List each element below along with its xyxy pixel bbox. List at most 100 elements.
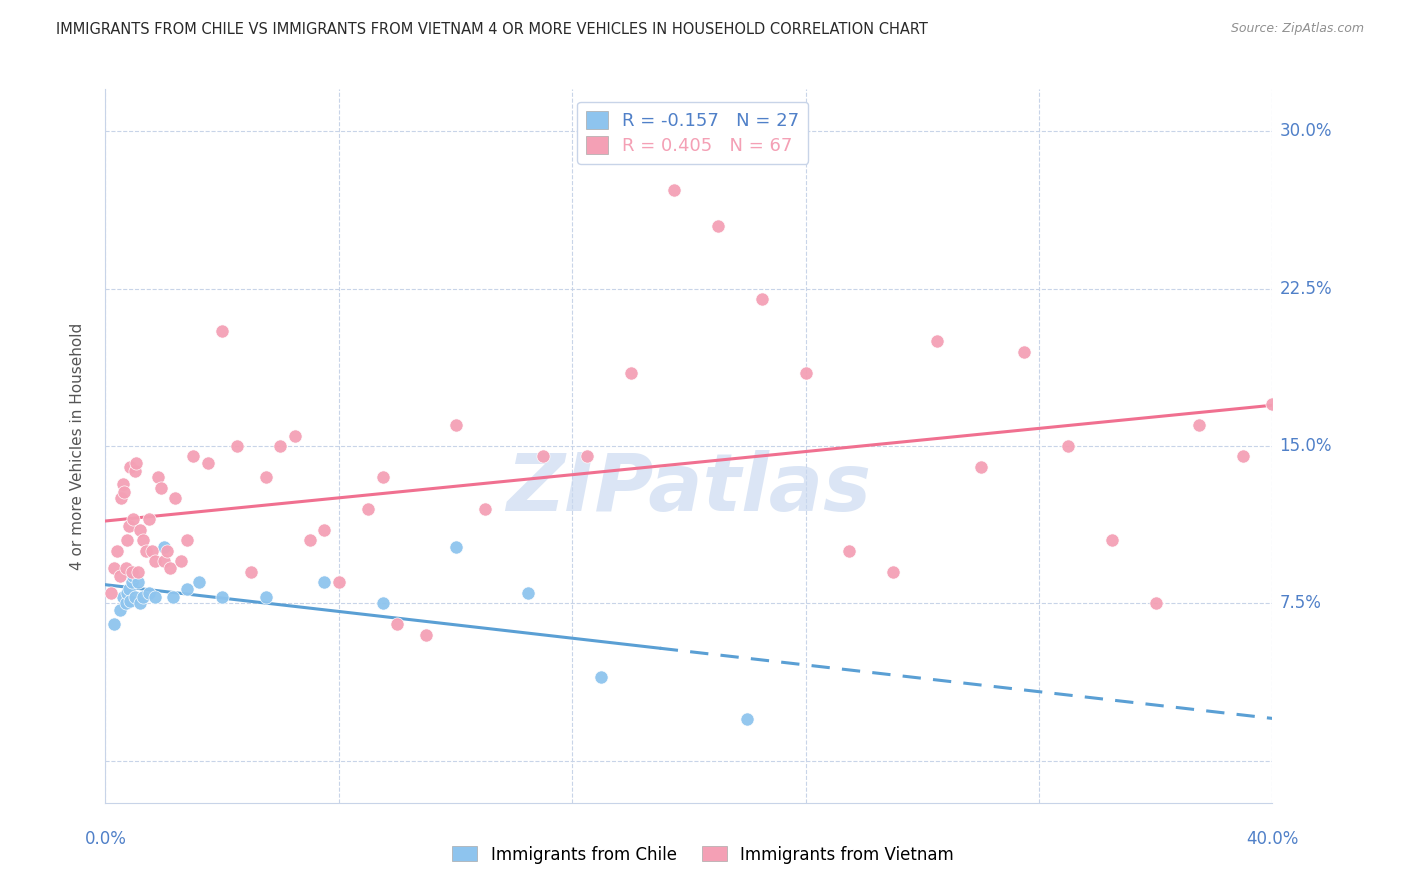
Point [240,565,263,579]
Point [664,183,686,197]
Point [108,603,131,617]
Point [882,565,904,579]
Point [124,464,146,478]
Point [118,582,141,596]
Point [385,617,408,632]
Point [1144,596,1167,610]
Point [129,596,152,610]
Point [100,586,122,600]
Point [110,491,132,506]
Text: Source: ZipAtlas.com: Source: ZipAtlas.com [1230,22,1364,36]
Point [591,670,613,684]
Point [121,565,143,579]
Point [794,366,817,380]
Point [125,456,148,470]
Point [118,518,141,533]
Text: 15.0%: 15.0% [1279,437,1331,455]
Point [138,586,160,600]
Point [170,554,193,568]
Point [1232,450,1254,464]
Point [314,575,336,590]
Point [111,476,134,491]
Y-axis label: 4 or more Vehicles in Household: 4 or more Vehicles in Household [70,322,84,570]
Point [103,560,125,574]
Text: 40.0%: 40.0% [1246,830,1299,847]
Point [143,554,166,568]
Point [127,575,149,590]
Point [138,512,160,526]
Point [117,586,139,600]
Point [152,554,174,568]
Point [254,590,277,604]
Point [298,533,321,548]
Point [1188,417,1211,432]
Point [211,324,233,338]
Point [444,540,467,554]
Point [415,628,437,642]
Point [141,544,163,558]
Point [112,485,135,500]
Point [176,533,198,548]
Point [159,560,181,574]
Point [1261,397,1284,411]
Point [129,523,152,537]
Point [146,470,169,484]
Point [162,590,184,604]
Point [103,617,125,632]
Point [108,569,131,583]
Point [1101,533,1123,548]
Point [122,569,145,583]
Point [314,523,336,537]
Point [127,565,149,579]
Point [737,712,759,726]
Point [132,533,155,548]
Point [176,582,198,596]
Text: 7.5%: 7.5% [1279,594,1322,613]
Point [152,540,174,554]
Point [117,533,139,548]
Point [156,544,179,558]
Text: 30.0%: 30.0% [1279,122,1331,140]
Point [115,560,138,574]
Point [707,219,730,233]
Point [328,575,350,590]
Point [838,544,860,558]
Point [357,502,380,516]
Point [197,456,219,470]
Point [120,594,142,608]
Point [371,596,394,610]
Point [531,450,554,464]
Point [165,491,187,506]
Point [122,512,145,526]
Point [1014,344,1036,359]
Text: IMMIGRANTS FROM CHILE VS IMMIGRANTS FROM VIETNAM 4 OR MORE VEHICLES IN HOUSEHOLD: IMMIGRANTS FROM CHILE VS IMMIGRANTS FROM… [56,22,928,37]
Point [269,439,292,453]
Point [254,470,277,484]
Point [1057,439,1080,453]
Point [115,596,138,610]
Point [124,590,146,604]
Point [474,502,496,516]
Point [143,590,166,604]
Legend: Immigrants from Chile, Immigrants from Vietnam: Immigrants from Chile, Immigrants from V… [446,839,960,871]
Text: ZIPatlas: ZIPatlas [506,450,872,528]
Point [135,544,157,558]
Point [211,590,233,604]
Point [970,460,993,475]
Point [284,428,307,442]
Point [517,586,540,600]
Point [132,590,155,604]
Point [181,450,204,464]
Point [225,439,247,453]
Point [575,450,598,464]
Text: 22.5%: 22.5% [1279,279,1331,298]
Point [121,575,143,590]
Point [105,544,128,558]
Point [619,366,641,380]
Text: 0.0%: 0.0% [84,830,127,847]
Point [149,481,172,495]
Point [444,417,467,432]
Point [111,590,134,604]
Legend: R = -0.157   N = 27, R = 0.405   N = 67: R = -0.157 N = 27, R = 0.405 N = 67 [576,102,808,164]
Point [751,292,773,306]
